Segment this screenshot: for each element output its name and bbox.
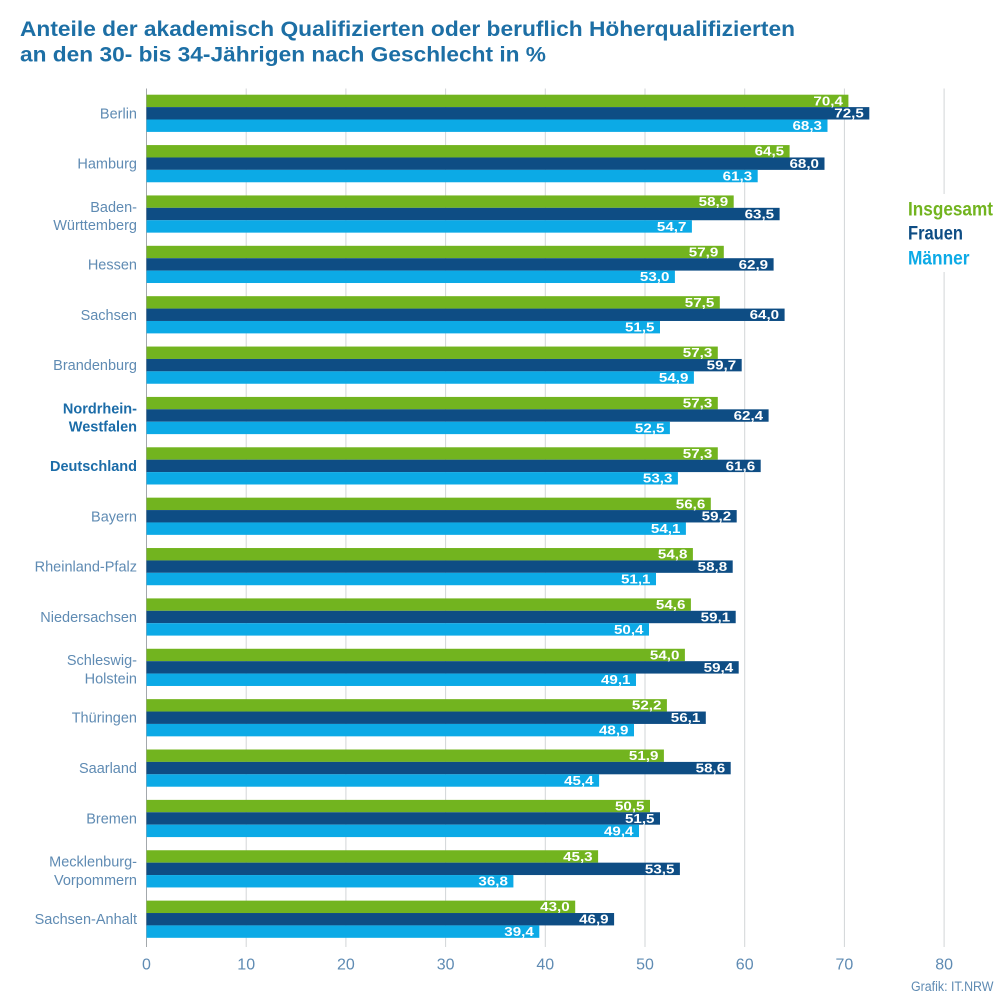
svg-text:Brandenburg: Brandenburg	[53, 358, 137, 374]
svg-text:39,4: 39,4	[504, 925, 534, 939]
svg-text:48,9: 48,9	[599, 724, 629, 738]
svg-text:57,3: 57,3	[683, 346, 713, 360]
svg-text:57,3: 57,3	[683, 397, 713, 411]
svg-text:51,5: 51,5	[625, 812, 655, 826]
svg-text:Rheinland-Pfalz: Rheinland-Pfalz	[35, 560, 137, 576]
svg-text:Deutschland: Deutschland	[50, 459, 137, 475]
svg-text:49,4: 49,4	[604, 824, 634, 838]
svg-text:64,0: 64,0	[750, 308, 780, 322]
svg-text:Saarland: Saarland	[79, 761, 137, 777]
svg-text:Niedersachsen: Niedersachsen	[40, 610, 137, 626]
svg-text:54,7: 54,7	[657, 220, 687, 234]
svg-text:Männer: Männer	[908, 249, 970, 270]
svg-text:58,6: 58,6	[696, 762, 726, 776]
svg-text:52,2: 52,2	[632, 699, 662, 713]
svg-text:10: 10	[237, 957, 255, 974]
svg-text:70: 70	[836, 957, 854, 974]
svg-text:30: 30	[437, 957, 455, 974]
svg-text:54,0: 54,0	[650, 648, 680, 662]
svg-text:51,1: 51,1	[621, 572, 651, 586]
svg-text:68,3: 68,3	[793, 119, 823, 133]
svg-text:60: 60	[736, 957, 754, 974]
svg-text:57,5: 57,5	[685, 296, 715, 310]
svg-text:49,1: 49,1	[601, 673, 631, 687]
svg-text:Bayern: Bayern	[91, 509, 137, 525]
svg-text:Sachsen-Anhalt: Sachsen-Anhalt	[35, 912, 137, 928]
svg-text:59,2: 59,2	[702, 510, 732, 524]
svg-text:53,5: 53,5	[645, 862, 675, 876]
svg-text:58,8: 58,8	[698, 560, 728, 574]
svg-text:Grafik: IT.NRW: Grafik: IT.NRW	[911, 979, 994, 994]
svg-text:53,3: 53,3	[643, 472, 673, 486]
svg-text:Frauen: Frauen	[908, 224, 963, 245]
svg-text:45,3: 45,3	[563, 850, 593, 864]
svg-text:Schleswig-: Schleswig-	[67, 653, 137, 669]
svg-text:40: 40	[536, 957, 554, 974]
svg-text:57,3: 57,3	[683, 447, 713, 461]
svg-text:53,0: 53,0	[640, 270, 670, 284]
svg-text:54,6: 54,6	[656, 598, 686, 612]
svg-text:72,5: 72,5	[834, 107, 864, 121]
svg-text:70,4: 70,4	[813, 94, 843, 108]
svg-text:50: 50	[636, 957, 654, 974]
svg-text:62,9: 62,9	[739, 258, 769, 272]
svg-text:Sachsen: Sachsen	[81, 308, 137, 324]
svg-text:57,9: 57,9	[689, 245, 719, 259]
svg-text:50,4: 50,4	[614, 623, 644, 637]
svg-text:58,9: 58,9	[699, 195, 729, 209]
svg-text:Vorpommern: Vorpommern	[54, 873, 137, 889]
svg-text:Hamburg: Hamburg	[77, 157, 137, 173]
svg-text:56,1: 56,1	[671, 711, 701, 725]
svg-text:Westfalen: Westfalen	[69, 420, 137, 436]
svg-text:50,5: 50,5	[615, 799, 645, 813]
svg-text:63,5: 63,5	[745, 207, 775, 221]
svg-text:51,9: 51,9	[629, 749, 659, 763]
svg-text:61,6: 61,6	[726, 459, 756, 473]
svg-text:54,1: 54,1	[651, 522, 681, 536]
svg-text:Württemberg: Württemberg	[53, 218, 137, 234]
svg-text:54,8: 54,8	[658, 548, 688, 562]
svg-text:59,4: 59,4	[704, 661, 734, 675]
svg-text:43,0: 43,0	[540, 900, 570, 914]
svg-text:51,5: 51,5	[625, 321, 655, 335]
svg-text:Bremen: Bremen	[86, 811, 137, 827]
svg-text:Holstein: Holstein	[85, 672, 137, 688]
svg-text:an den 30- bis 34-Jährigen nac: an den 30- bis 34-Jährigen nach Geschlec…	[20, 44, 546, 67]
svg-text:54,9: 54,9	[659, 371, 689, 385]
svg-text:56,6: 56,6	[676, 497, 706, 511]
svg-text:59,1: 59,1	[701, 610, 731, 624]
svg-text:68,0: 68,0	[790, 157, 820, 171]
svg-text:Nordrhein-: Nordrhein-	[63, 401, 137, 417]
svg-text:Mecklenburg-: Mecklenburg-	[49, 855, 137, 871]
svg-text:59,7: 59,7	[707, 359, 737, 373]
svg-text:62,4: 62,4	[734, 409, 764, 423]
svg-text:45,4: 45,4	[564, 774, 594, 788]
svg-text:Baden-: Baden-	[90, 200, 137, 216]
svg-text:Anteile der akademisch Qualifi: Anteile der akademisch Qualifizierten od…	[20, 18, 795, 41]
svg-text:0: 0	[142, 957, 151, 974]
svg-text:52,5: 52,5	[635, 421, 665, 435]
svg-text:Berlin: Berlin	[100, 106, 137, 122]
svg-text:Insgesamt: Insgesamt	[908, 200, 994, 221]
svg-text:20: 20	[337, 957, 355, 974]
svg-text:Thüringen: Thüringen	[72, 711, 137, 727]
svg-text:64,5: 64,5	[755, 145, 785, 159]
svg-text:80: 80	[935, 957, 953, 974]
svg-text:36,8: 36,8	[478, 875, 508, 889]
svg-text:Hessen: Hessen	[88, 257, 137, 273]
svg-text:46,9: 46,9	[579, 913, 609, 927]
svg-text:61,3: 61,3	[723, 169, 753, 183]
